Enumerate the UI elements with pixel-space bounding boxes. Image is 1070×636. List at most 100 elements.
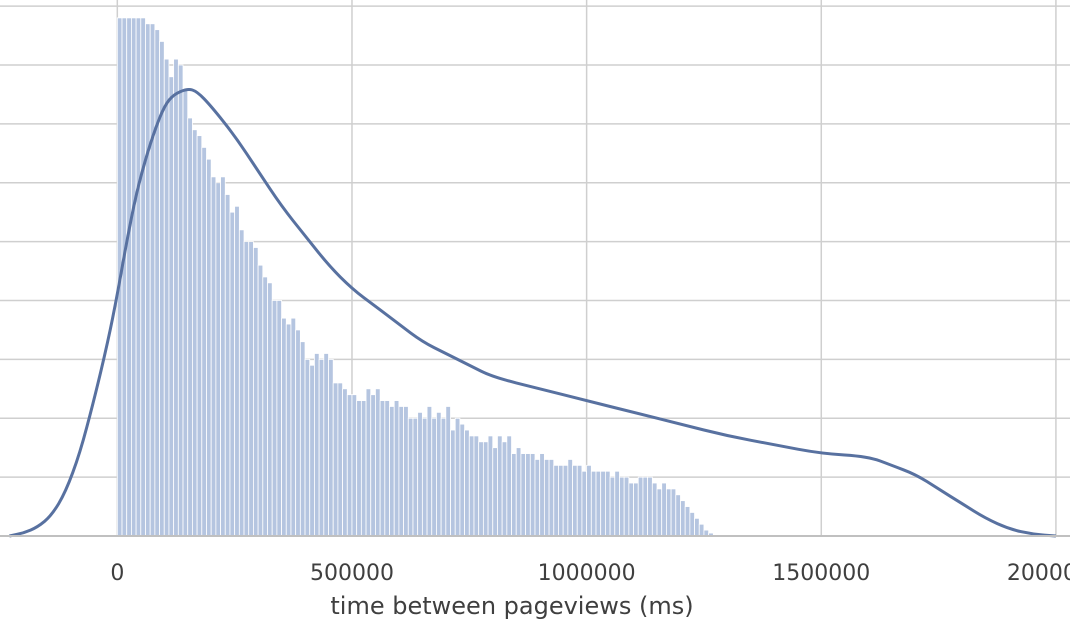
histogram-bar [623,476,630,537]
histogram-bar [248,241,254,537]
histogram-bar [168,76,175,537]
histogram-bar [558,464,564,537]
histogram-bar [360,400,367,537]
histogram-bar [698,523,705,537]
histogram-bar [309,364,315,537]
histogram-bar [543,459,550,537]
histogram-bar [567,459,573,537]
histogram-bar [220,176,226,537]
histogram-bar [473,435,480,537]
histogram-bar [572,464,578,537]
histogram-bar [328,358,334,537]
histogram-bar [257,264,264,537]
histogram-bar [412,417,419,537]
histogram-bar [356,400,362,537]
histogram-bar [253,247,259,537]
histogram-bar [614,470,620,537]
histogram-bar [145,23,151,537]
histogram-bar [346,394,353,537]
x-tick-label: 0 [110,561,124,586]
histogram-bar [135,17,142,537]
histogram-bar [299,341,306,537]
histogram-bar [407,417,414,537]
histogram-bar [694,517,700,537]
histogram-bar [271,300,278,537]
histogram-bar [600,470,606,537]
histogram-bar [281,317,287,537]
histogram-bar [370,394,376,537]
histogram-bar [459,423,466,537]
histogram-bar [604,470,611,537]
histogram-bar [206,158,212,537]
histogram-bar [520,453,527,537]
histogram-bar [384,400,390,537]
histogram-bar [210,176,217,537]
histogram-bar [201,147,207,537]
histogram-bar [173,58,179,537]
x-tick-labels: 0 500000 1000000 1500000 2000000 [110,561,1070,586]
histogram-bar [182,88,189,537]
histogram-bar [337,382,343,537]
histogram-bar [666,488,672,537]
histogram-bar [421,417,428,537]
histogram-bar [121,17,128,537]
histogram-bar [126,17,132,537]
histogram-bar [506,435,512,537]
histogram-bar [670,488,677,537]
x-tick-label: 1000000 [538,561,636,586]
histogram-bar [647,476,653,537]
histogram-bar [238,229,245,537]
histogram-bar [651,482,658,537]
histogram-bar [576,464,583,537]
histogram-bar [215,182,221,537]
histogram-bar [379,400,386,537]
histogram-bar [619,476,625,537]
histogram-bar [417,411,423,537]
histogram-bar [365,388,372,537]
histogram-bar [304,358,311,537]
histogram-bar [267,282,273,537]
histogram-bar [468,435,475,537]
histogram-bar [656,488,663,537]
histogram-bar [628,482,634,537]
histogram-bar [492,447,498,537]
histogram-bar [525,453,531,537]
histogram-bar [515,447,522,537]
histogram-bar [661,482,667,537]
histogram-bar [393,400,400,537]
histogram-bar [501,441,508,537]
histogram-bar [314,353,320,537]
kde-layer [9,88,1057,538]
histogram-bar [426,406,433,537]
histogram-bar [243,241,250,537]
histogram-bar [450,429,456,537]
x-tick-label: 2000000 [1007,561,1070,586]
histogram-bar [633,482,639,537]
histogram-bar [586,464,592,537]
histogram-bar [675,494,681,537]
histogram-bar [487,435,494,537]
histogram-bar [642,476,649,537]
histogram-bar [154,29,160,537]
histogram-bar [482,441,489,537]
histogram-bar [332,382,339,537]
kde-curve [9,88,1057,538]
histogram-bar [595,470,602,537]
histogram-bar [398,406,404,537]
histogram-bar [375,388,381,537]
x-tick-label: 1500000 [772,561,870,586]
histogram-bar [562,464,569,537]
histogram-bar [553,464,559,537]
histogram-bar [187,117,193,537]
histogram-bar [318,358,325,537]
histogram-bar [285,323,292,537]
x-tick-label: 500000 [310,561,394,586]
histogram-bar [609,476,616,537]
histogram-bar [177,64,184,537]
histogram-bar [389,406,395,537]
histogram-bar [684,506,691,537]
histogram-bar [229,211,236,537]
histogram-bar [276,300,282,537]
histogram-bar [637,476,644,537]
